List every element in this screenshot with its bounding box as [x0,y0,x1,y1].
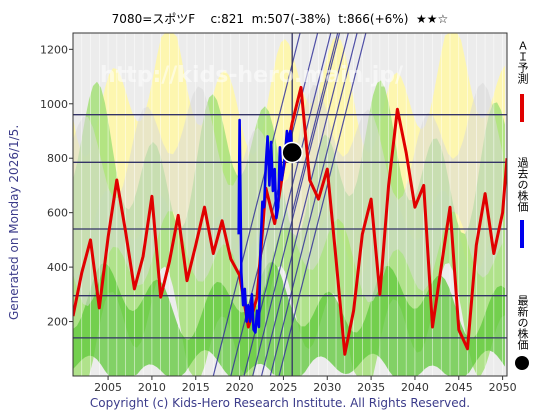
trend-line [260,33,349,376]
legend-latest-price: 最新の株価 [514,290,530,370]
current-price-marker [281,141,303,164]
trend-line [269,33,358,376]
mid-price: m:507(-38%) [251,12,331,26]
ai-forecast-line [73,85,507,356]
y-tick-label: 400 [47,261,68,274]
trend-line [278,33,367,376]
y-tick-label: 1000 [40,98,68,111]
watermark-text: http://kids-hero.main.jp/ [100,63,404,88]
rating-stars: ★★☆ [416,12,449,26]
y-tick-label: 200 [47,316,68,329]
past-price-line [237,118,294,334]
x-tick-label: 2015 [182,381,210,394]
legend-latest-dot [515,356,529,370]
y-tick-label: 800 [47,152,68,165]
legend-ai-label: ＡＩ予測 [516,40,529,84]
legend-ai-swatch [520,94,524,122]
x-tick-label: 2045 [445,381,473,394]
x-tick-label: 2010 [138,381,166,394]
legend-past-swatch [520,220,524,248]
x-tick-label: 2050 [489,381,517,394]
x-tick-label: 2035 [357,381,385,394]
chart-title: 7080=スポツF c:821 m:507(-38%) t:866(+6%) ★… [0,10,560,27]
legend-past-price: 過去の株価 [514,152,530,248]
y-tick-label: 1200 [40,43,68,56]
plot-frame [72,32,508,377]
x-tick-label: 2040 [401,381,429,394]
x-tick-label: 2030 [313,381,341,394]
copyright-footer: Copyright (c) Kids-Hero Research Institu… [89,396,471,410]
stock-code: 7080=スポツF [111,12,196,26]
lower-green-band [73,262,505,376]
gray-band [73,82,503,308]
trend-line [212,33,301,376]
legend-ai-forecast: ＡＩ予測 [514,34,530,122]
x-tick-label: 2005 [94,381,122,394]
legend-past-label: 過去の株価 [516,156,529,212]
x-tick-label: 2020 [226,381,254,394]
target-price: t:866(+6%) [338,12,409,26]
legend-latest-label: 最新の株価 [516,294,529,350]
current-price: c:821 [210,12,244,26]
trend-line [252,33,341,376]
x-tick-label: 2025 [269,381,297,394]
y-tick-label: 600 [47,207,68,220]
